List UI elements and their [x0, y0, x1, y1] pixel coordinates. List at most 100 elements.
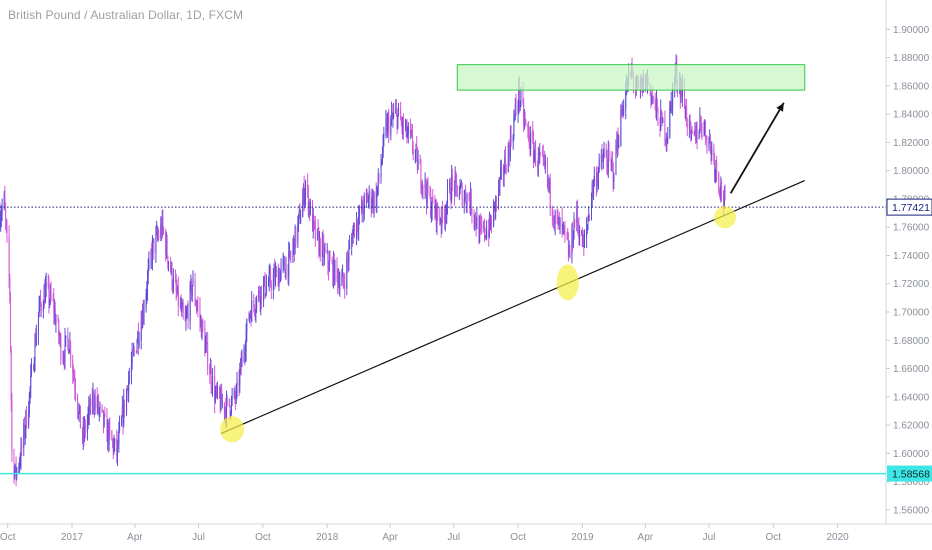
candle-body [504, 156, 506, 173]
candle-body [127, 387, 129, 395]
candle-body [1, 206, 3, 214]
candle-body [6, 227, 8, 236]
candle-body [539, 153, 541, 157]
candle-body [327, 251, 329, 266]
candle-body [97, 398, 99, 408]
candle-body [151, 252, 153, 262]
candle-body [98, 409, 100, 412]
candle-body [101, 405, 103, 410]
support-price-badge: 1.58568 [892, 469, 930, 481]
candle-body [77, 412, 79, 417]
candle-body [132, 350, 134, 352]
candle-body [367, 196, 369, 203]
candle-body [273, 269, 275, 276]
x-tick-label: Apr [382, 532, 398, 543]
candle-body [662, 118, 664, 123]
candle-body [524, 118, 526, 121]
candle-body [544, 160, 546, 166]
candle-body [400, 109, 402, 121]
candle-body [659, 124, 661, 131]
candle-body [135, 351, 137, 353]
candle-body [449, 182, 451, 189]
candle-body [390, 118, 392, 136]
candle-body [558, 217, 560, 230]
candle-body [109, 425, 111, 432]
candle-body [4, 193, 6, 208]
candle-body [700, 123, 702, 131]
candle-body [537, 165, 539, 167]
candle-body [93, 393, 95, 405]
candle-body [174, 277, 176, 282]
candle-body [10, 349, 12, 401]
candle-body [277, 269, 279, 287]
x-tick-label: Oct [510, 532, 526, 543]
candle-body [260, 286, 262, 301]
candle-body [537, 152, 539, 167]
candle-body [122, 406, 124, 425]
candle-body [268, 272, 270, 284]
candle-body [495, 197, 497, 202]
candle-body [69, 342, 71, 351]
candle-body [70, 342, 72, 361]
candle-body [3, 193, 5, 207]
candle-body [52, 297, 54, 300]
candle-body [126, 389, 128, 413]
candle-body [336, 260, 338, 272]
candle-body [343, 283, 345, 284]
candle-body [312, 216, 314, 232]
candle-body [409, 126, 411, 133]
resistance-zone[interactable] [456, 64, 806, 91]
candle-body [715, 161, 717, 171]
candle-body [20, 444, 22, 463]
candle-body [523, 103, 525, 123]
candle-body [230, 398, 232, 413]
candle-body [216, 386, 218, 394]
candle-body [510, 134, 512, 143]
candle-body [15, 464, 17, 476]
candle-body [191, 281, 193, 296]
candle-body [186, 310, 188, 314]
candle-body [238, 380, 240, 386]
candle-body [292, 245, 294, 258]
trendline[interactable] [220, 180, 805, 435]
candle-body [89, 397, 91, 415]
candle-body [453, 181, 455, 195]
candle-body [381, 161, 383, 166]
candle-body [681, 85, 683, 97]
candle-body [161, 216, 163, 235]
candle-body [55, 320, 57, 324]
candle-body [189, 284, 191, 322]
candle-body [140, 321, 142, 341]
candle-body [249, 313, 251, 315]
candle-body [351, 237, 353, 245]
candle-body [333, 257, 335, 284]
touch-highlight [220, 416, 245, 443]
candle-body [416, 148, 418, 170]
candle-body [18, 466, 20, 469]
candle-body [191, 285, 193, 296]
candle-body [300, 217, 302, 224]
candle-body [182, 304, 184, 313]
candle-body [338, 279, 340, 290]
candle-body [470, 190, 472, 213]
y-tick-label: 1.90000 [893, 25, 930, 36]
candle-body [312, 202, 314, 232]
candle-body [513, 118, 515, 137]
candle-body [293, 239, 295, 246]
candle-body [711, 148, 713, 156]
candle-body [86, 420, 88, 433]
candle-body [121, 406, 123, 417]
candle-body [29, 387, 31, 394]
candle-body [669, 107, 671, 137]
candle-body [617, 136, 619, 147]
candle-body [407, 126, 409, 135]
candle-body [375, 192, 377, 208]
candle-body [19, 462, 21, 467]
candle-body [463, 197, 465, 206]
candle-body [215, 387, 217, 394]
candle-body [314, 224, 316, 240]
candle-body [535, 146, 537, 166]
candle-body [104, 414, 106, 416]
candle-body [607, 165, 609, 173]
